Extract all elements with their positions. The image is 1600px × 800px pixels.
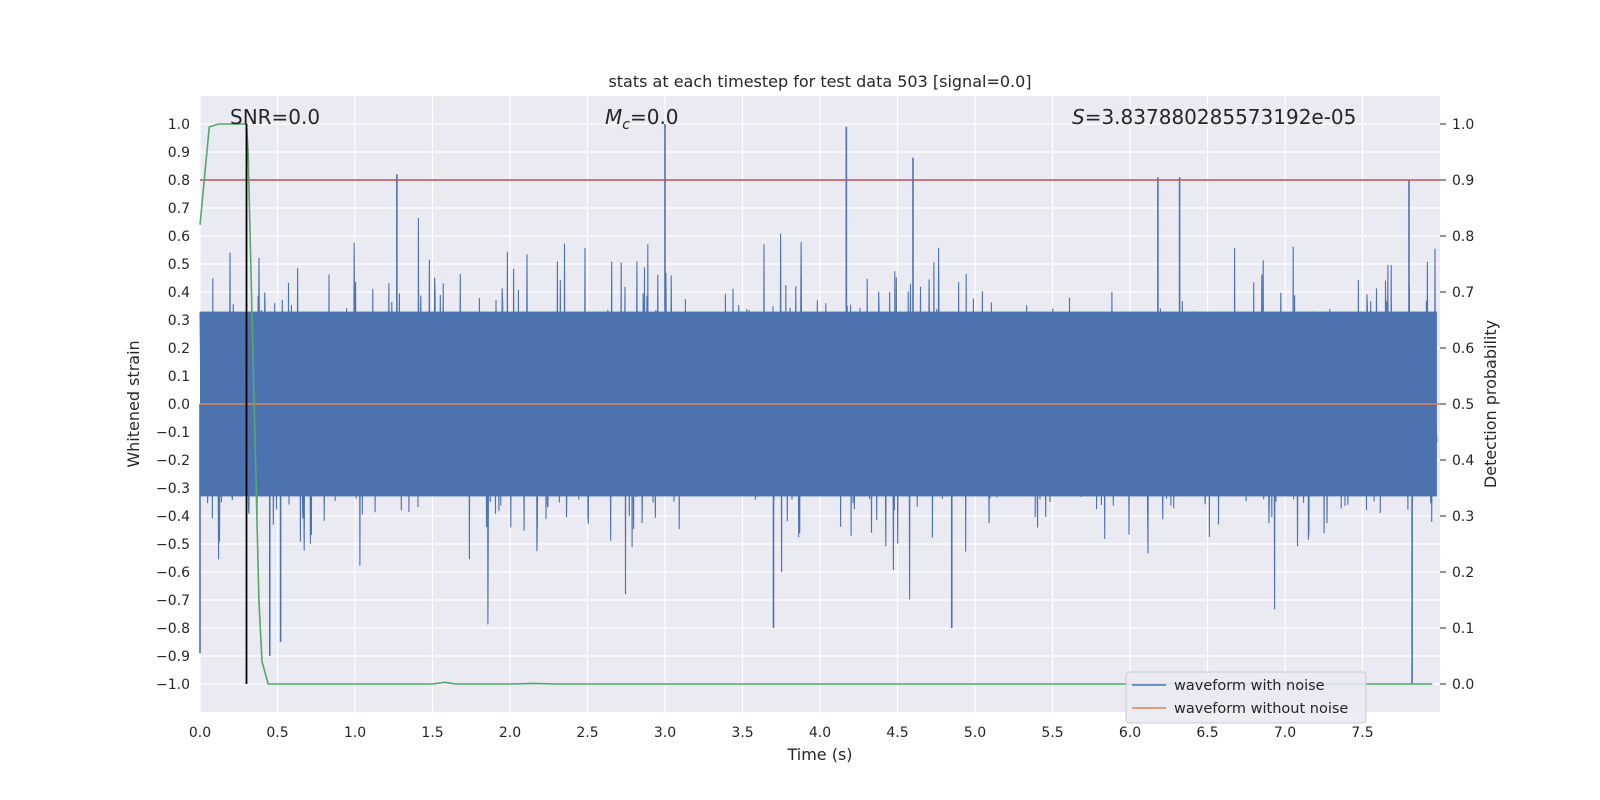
x-tick-label: 4.5 — [886, 725, 908, 741]
y2-tick-label: 0.8 — [1452, 229, 1474, 245]
y2-tick-label: 0.4 — [1452, 453, 1474, 469]
y-tick-label: 0.6 — [168, 229, 190, 245]
y-tick-labels: 1.0 0.9 0.8 0.7 0.6 0.5 0.4 0.3 0.2 0.1 0.0 −0.1 −0.… — [156, 117, 190, 693]
x-tick-label: 0.5 — [266, 725, 288, 741]
x-tick-label: 2.5 — [576, 725, 598, 741]
y2-tick-label: 1.0 — [1452, 117, 1474, 133]
y-tick-label: 0.9 — [168, 145, 190, 161]
x-tick-label: 3.0 — [654, 725, 676, 741]
x-tick-label: 1.5 — [421, 725, 443, 741]
y-axis-label: Whitened strain — [124, 340, 143, 467]
y2-tick-label: 0.0 — [1452, 677, 1474, 693]
y2-tick-label: 0.5 — [1452, 397, 1474, 413]
series-overlays — [199, 123, 1440, 685]
y-tick-label: 0.3 — [168, 313, 190, 329]
y-tick-label: 0.7 — [168, 201, 190, 217]
y-tick-label: −0.9 — [156, 649, 190, 665]
x-tick-label: 5.5 — [1041, 725, 1063, 741]
y-tick-label: −0.1 — [156, 425, 190, 441]
s-statistic-value: =3.837880285573192e-05 — [1085, 105, 1357, 129]
y-tick-label: 0.5 — [168, 257, 190, 273]
y-tick-label: −0.3 — [156, 481, 190, 497]
s-statistic-annotation: S=3.837880285573192e-05 — [1072, 105, 1356, 129]
y-tick-label: −0.5 — [156, 537, 190, 553]
x-axis-label: Time (s) — [786, 745, 852, 764]
y-tick-label: −1.0 — [156, 677, 190, 693]
snr-annotation: SNR=0.0 — [230, 105, 320, 129]
y2-tick-label: 0.7 — [1452, 285, 1474, 301]
x-tick-label: 4.0 — [809, 725, 831, 741]
y2-axis-label: Detection probability — [1481, 320, 1500, 488]
s-statistic-symbol: S — [1072, 105, 1085, 129]
y-tick-label: 0.0 — [168, 397, 190, 413]
y-tick-label: −0.6 — [156, 565, 190, 581]
legend-label-waveform-without-noise: waveform without noise — [1174, 701, 1348, 717]
detection-probability-line — [199, 123, 1433, 685]
y2-tick-label: 0.2 — [1452, 565, 1474, 581]
x-tick-label: 0.0 — [189, 725, 211, 741]
y-tick-label: 0.8 — [168, 173, 190, 189]
y-tick-label: 0.2 — [168, 341, 190, 357]
y2-tick-labels: 1.0 0.9 0.8 0.7 0.6 0.5 0.4 0.3 0.2 0.1 0.0 — [1440, 117, 1474, 693]
legend-label-waveform-with-noise: waveform with noise — [1174, 678, 1325, 694]
chart-title: stats at each timestep for test data 503… — [608, 72, 1031, 91]
y-tick-label: −0.4 — [156, 509, 190, 525]
x-tick-label: 6.0 — [1119, 725, 1141, 741]
x-tick-label: 7.5 — [1351, 725, 1373, 741]
y-tick-label: −0.8 — [156, 621, 190, 637]
x-tick-label: 1.0 — [344, 725, 366, 741]
y-tick-label: −0.2 — [156, 453, 190, 469]
chirp-mass-subscript: c — [622, 117, 630, 133]
x-tick-label: 7.0 — [1274, 725, 1296, 741]
chirp-mass-symbol: M — [605, 105, 622, 129]
y2-tick-label: 0.9 — [1452, 173, 1474, 189]
y2-tick-label: 0.3 — [1452, 509, 1474, 525]
y-tick-label: −0.7 — [156, 593, 190, 609]
x-tick-label: 3.5 — [731, 725, 753, 741]
x-tick-label: 5.0 — [964, 725, 986, 741]
x-tick-label: 2.0 — [499, 725, 521, 741]
legend-box — [1125, 671, 1367, 724]
y-tick-label: 0.1 — [168, 369, 190, 385]
legend: waveform with noise waveform without noi… — [1125, 671, 1367, 724]
y-tick-label: 0.4 — [168, 285, 190, 301]
chirp-mass-annotation: Mc=0.0 — [605, 105, 679, 133]
x-tick-label: 6.5 — [1196, 725, 1218, 741]
y2-tick-label: 0.6 — [1452, 341, 1474, 357]
chirp-mass-value: =0.0 — [630, 105, 679, 129]
y2-tick-label: 0.1 — [1452, 621, 1474, 637]
y-tick-label: 1.0 — [168, 117, 190, 133]
x-tick-labels: 0.0 0.5 1.0 1.5 2.0 2.5 3.0 3.5 4.0 4.5 5.0 5.5 6.0 6… — [189, 725, 1374, 741]
